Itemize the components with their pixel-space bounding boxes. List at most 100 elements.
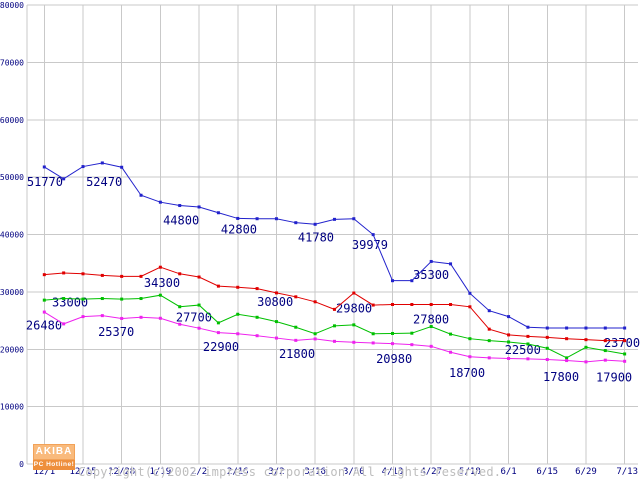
series-red-marker [332, 307, 336, 311]
series-red-marker [81, 272, 85, 276]
series-red-marker [468, 305, 472, 309]
series-blue-marker [487, 309, 491, 313]
annotation-22500: 22500 [505, 343, 541, 357]
x-tick-label: 6/1 [500, 467, 516, 477]
series-green-marker [120, 297, 124, 301]
series-blue-line [44, 162, 625, 329]
x-tick-label: 3/30 [343, 467, 365, 477]
series-green-marker [584, 345, 588, 349]
series-green-marker [565, 356, 569, 360]
series-green-marker [294, 325, 298, 329]
annotation-42800: 42800 [221, 223, 257, 237]
x-tick-label: 3/16 [304, 467, 326, 477]
series-red-marker [507, 333, 511, 337]
series-red-marker [487, 327, 491, 331]
x-tick-label: 1/19 [150, 467, 172, 477]
series-blue-marker [216, 211, 220, 215]
series-magenta-marker [584, 360, 588, 364]
series-green-marker [391, 331, 395, 335]
series-blue-marker [584, 326, 588, 330]
y-tick-label: 70000 [0, 58, 24, 67]
series-magenta-marker [158, 316, 162, 320]
series-blue-marker [603, 326, 607, 330]
x-tick-label: 2/16 [227, 467, 249, 477]
series-magenta-marker [178, 322, 182, 326]
x-tick-label: 7/13 [616, 467, 638, 477]
y-tick-label: 80000 [0, 1, 24, 10]
annotation-41780: 41780 [298, 231, 334, 245]
x-tick-label: 12/28 [108, 467, 135, 477]
x-tick-label: 6/29 [575, 467, 597, 477]
series-blue-marker [468, 291, 472, 295]
annotation-26480: 26480 [26, 318, 62, 332]
series-blue-marker [410, 279, 414, 283]
series-magenta-marker [429, 344, 433, 348]
series-blue-marker [371, 233, 375, 237]
annotation-44800: 44800 [163, 213, 199, 227]
series-red-marker [584, 338, 588, 342]
annotation-21800: 21800 [279, 347, 315, 361]
series-green-marker [371, 332, 375, 336]
annotation-39979: 39979 [352, 238, 388, 252]
series-magenta-marker [623, 359, 627, 363]
series-green-marker [158, 293, 162, 297]
annotation-52470: 52470 [86, 175, 122, 189]
series-red-marker [255, 287, 259, 291]
y-tick-label: 0 [19, 460, 24, 469]
x-tick-label: 3/2 [268, 467, 284, 477]
series-red-marker [236, 285, 240, 289]
y-tick-label: 60000 [0, 116, 24, 125]
annotation-23700: 23700 [604, 336, 640, 350]
series-green-marker [429, 325, 433, 329]
series-blue-marker [313, 222, 317, 226]
series-red-marker [313, 300, 317, 304]
series-red-marker [62, 271, 66, 275]
x-tick-label: 12/15 [69, 467, 96, 477]
annotation-27800: 27800 [413, 313, 449, 327]
series-magenta-marker [100, 314, 104, 318]
series-green-marker [100, 297, 104, 301]
series-green-marker [313, 332, 317, 336]
annotation-22900: 22900 [203, 340, 239, 354]
annotation-34300: 34300 [144, 276, 180, 290]
series-blue-marker [565, 326, 569, 330]
series-green-marker [410, 331, 414, 335]
series-blue-marker [158, 200, 162, 204]
series-red-marker [216, 284, 220, 288]
series-green-marker [255, 315, 259, 319]
y-tick-label: 50000 [0, 173, 24, 182]
series-red-marker [294, 295, 298, 299]
series-red-marker [391, 302, 395, 306]
series-green-marker [332, 324, 336, 328]
series-green-marker [468, 337, 472, 341]
annotation-35300: 35300 [413, 268, 449, 282]
series-red-marker [139, 274, 143, 278]
x-tick-label: 2/2 [191, 467, 207, 477]
series-magenta-marker [545, 358, 549, 362]
x-tick-label: 4/13 [382, 467, 404, 477]
series-green-marker [236, 312, 240, 316]
series-magenta-marker [352, 340, 356, 344]
series-green-marker [62, 297, 66, 301]
annotation-29800: 29800 [336, 302, 372, 316]
series-red-marker [100, 273, 104, 277]
series-magenta-marker [294, 338, 298, 342]
series-magenta-marker [62, 322, 66, 326]
series-magenta-marker [255, 334, 259, 338]
x-tick-label: 12/1 [33, 467, 55, 477]
series-green-marker [487, 339, 491, 343]
series-blue-marker [178, 204, 182, 208]
series-magenta-marker [565, 359, 569, 363]
series-magenta-marker [139, 315, 143, 319]
series-blue-marker [352, 217, 356, 221]
annotation-17800: 17800 [543, 370, 579, 384]
series-blue-marker [62, 177, 66, 181]
series-blue-marker [81, 165, 85, 169]
x-tick-label: 6/15 [536, 467, 558, 477]
series-green-marker [526, 342, 530, 346]
series-red-marker [120, 274, 124, 278]
series-blue-marker [236, 216, 240, 220]
akiba-logo: AKIBA PC Hotline! [33, 444, 75, 470]
